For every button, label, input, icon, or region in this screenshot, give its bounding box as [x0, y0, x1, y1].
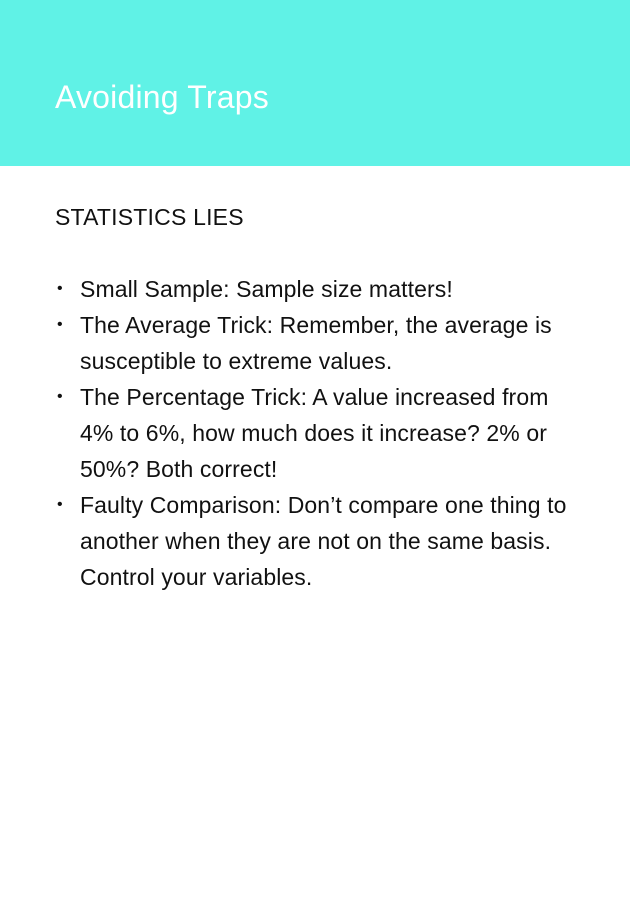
list-item: • Small Sample: Sample size matters! — [55, 271, 585, 307]
bullet-icon: • — [57, 280, 63, 297]
bullet-icon: • — [57, 316, 63, 333]
list-item-text: The Average Trick: Remember, the average… — [80, 312, 552, 374]
content-area: STATISTICS LIES • Small Sample: Sample s… — [55, 200, 585, 595]
list-item: • The Average Trick: Remember, the avera… — [55, 307, 585, 379]
bullet-icon: • — [57, 388, 63, 405]
list-item-text: Small Sample: Sample size matters! — [80, 276, 453, 302]
section-heading: STATISTICS LIES — [55, 204, 244, 230]
page-title: Avoiding Traps — [55, 79, 269, 115]
header-banner: Avoiding Traps — [0, 0, 630, 166]
list-item: • Faulty Comparison: Don’t compare one t… — [55, 487, 585, 595]
bullet-list: • Small Sample: Sample size matters! • T… — [55, 271, 585, 595]
list-item-text: Faulty Comparison: Don’t compare one thi… — [80, 492, 567, 590]
list-item-text: The Percentage Trick: A value increased … — [80, 384, 549, 482]
bullet-icon: • — [57, 496, 63, 513]
list-item: • The Percentage Trick: A value increase… — [55, 379, 585, 487]
